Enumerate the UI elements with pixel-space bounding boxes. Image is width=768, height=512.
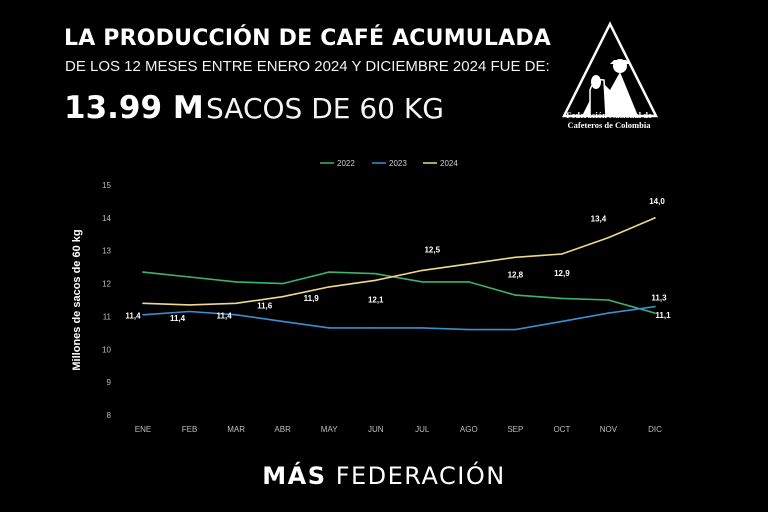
data-point-2022 <box>328 271 330 273</box>
data-point-2022 <box>607 299 610 301</box>
data-point-2022 <box>421 281 424 283</box>
y-tick-label: 14 <box>102 214 111 223</box>
data-label-2024: 11,9 <box>304 294 320 303</box>
data-point-2024 <box>654 217 656 219</box>
x-tick-label: MAY <box>321 425 338 434</box>
data-point-2024 <box>281 295 284 298</box>
data-point-2022 <box>561 297 563 300</box>
y-tick-label: 9 <box>107 378 112 387</box>
data-point-2024 <box>561 253 563 255</box>
data-point-2023 <box>561 320 563 323</box>
legend-label: 2022 <box>337 159 355 168</box>
data-point-2022 <box>142 271 144 273</box>
data-point-2024 <box>421 269 424 272</box>
x-tick-label: NOV <box>600 425 618 434</box>
data-point-2022 <box>654 312 656 314</box>
logo-caption: Federación Nacional de Cafeteros de Colo… <box>554 110 664 130</box>
y-tick-label: 8 <box>107 411 112 420</box>
data-label-2022: 11,1 <box>655 311 671 320</box>
logo-line-2: Cafeteros de Colombia <box>567 120 651 130</box>
data-label-2024: 12,5 <box>424 245 440 254</box>
y-tick-label: 15 <box>102 181 111 190</box>
x-tick-label: JUN <box>368 425 384 434</box>
x-tick-label: AGO <box>460 425 478 434</box>
data-point-2024 <box>142 302 144 305</box>
data-point-2023 <box>654 305 656 308</box>
data-point-2022 <box>514 294 517 296</box>
headline: LA PRODUCCIÓN DE CAFÉ ACUMULADA <box>64 26 552 51</box>
data-label-2024: 14,0 <box>649 197 665 206</box>
data-label-2024: 12,9 <box>554 269 570 278</box>
x-tick-label: JUL <box>415 425 430 434</box>
series-line-2024 <box>142 217 656 306</box>
data-point-2023 <box>514 328 517 331</box>
data-label-2024: 11,4 <box>217 311 233 320</box>
data-point-2022 <box>235 281 237 283</box>
legend-label: 2024 <box>440 159 458 168</box>
footer-light: FEDERACIÓN <box>335 462 506 490</box>
x-tick-label: DIC <box>648 425 662 434</box>
series-line-2022 <box>142 271 656 314</box>
data-label-2023: 11,3 <box>651 294 667 303</box>
y-tick-label: 10 <box>102 345 111 354</box>
series-line-2023 <box>142 305 656 331</box>
x-tick-label: FEB <box>182 425 198 434</box>
data-point-2023 <box>235 313 237 316</box>
data-label-2024: 13,4 <box>591 215 607 224</box>
legend-label: 2023 <box>389 159 407 168</box>
y-axis-label: Millones de sacos de 60 kg <box>71 229 83 370</box>
x-tick-label: ABR <box>274 425 291 434</box>
footer-slogan: MÁS FEDERACIÓN <box>0 462 768 490</box>
data-point-2023 <box>421 327 424 329</box>
data-point-2023 <box>188 310 191 313</box>
x-tick-label: SEP <box>507 425 523 434</box>
y-tick-label: 11 <box>103 312 112 321</box>
total-production-unit: SACOS DE 60 KG <box>206 92 444 125</box>
data-point-2023 <box>281 320 284 323</box>
subheadline: DE LOS 12 MESES ENTRE ENERO 2024 Y DICIE… <box>65 58 550 75</box>
data-point-2023 <box>607 312 610 314</box>
data-label-2024: 12,1 <box>368 295 384 304</box>
data-label-2024: 11,6 <box>257 302 273 311</box>
data-point-2022 <box>281 282 284 285</box>
federacion-logo-icon <box>561 21 659 118</box>
data-label-2024: 11,4 <box>170 314 186 323</box>
data-point-2024 <box>188 304 191 306</box>
data-point-2024 <box>328 286 330 288</box>
x-tick-label: MAR <box>227 425 245 434</box>
y-tick-label: 12 <box>102 280 111 289</box>
data-point-2023 <box>468 328 470 331</box>
logo-line-1: Federación Nacional de <box>566 110 652 120</box>
data-point-2024 <box>468 263 470 265</box>
data-point-2024 <box>514 256 517 259</box>
x-tick-label: ENE <box>135 425 151 434</box>
data-point-2022 <box>188 276 191 278</box>
data-point-2024 <box>607 236 610 239</box>
x-tick-label: OCT <box>553 425 570 434</box>
data-point-2023 <box>142 313 144 316</box>
data-point-2023 <box>328 327 330 329</box>
data-label-2024: 11,4 <box>125 311 141 320</box>
data-point-2023 <box>374 327 377 329</box>
data-point-2024 <box>235 302 237 305</box>
data-point-2022 <box>374 272 377 275</box>
total-production-value: 13.99 M <box>64 90 204 126</box>
data-label-2024: 12,8 <box>508 270 524 279</box>
footer-bold: MÁS <box>262 462 327 490</box>
y-tick-label: 13 <box>102 247 111 256</box>
data-point-2024 <box>374 279 377 282</box>
data-point-2022 <box>468 281 470 283</box>
